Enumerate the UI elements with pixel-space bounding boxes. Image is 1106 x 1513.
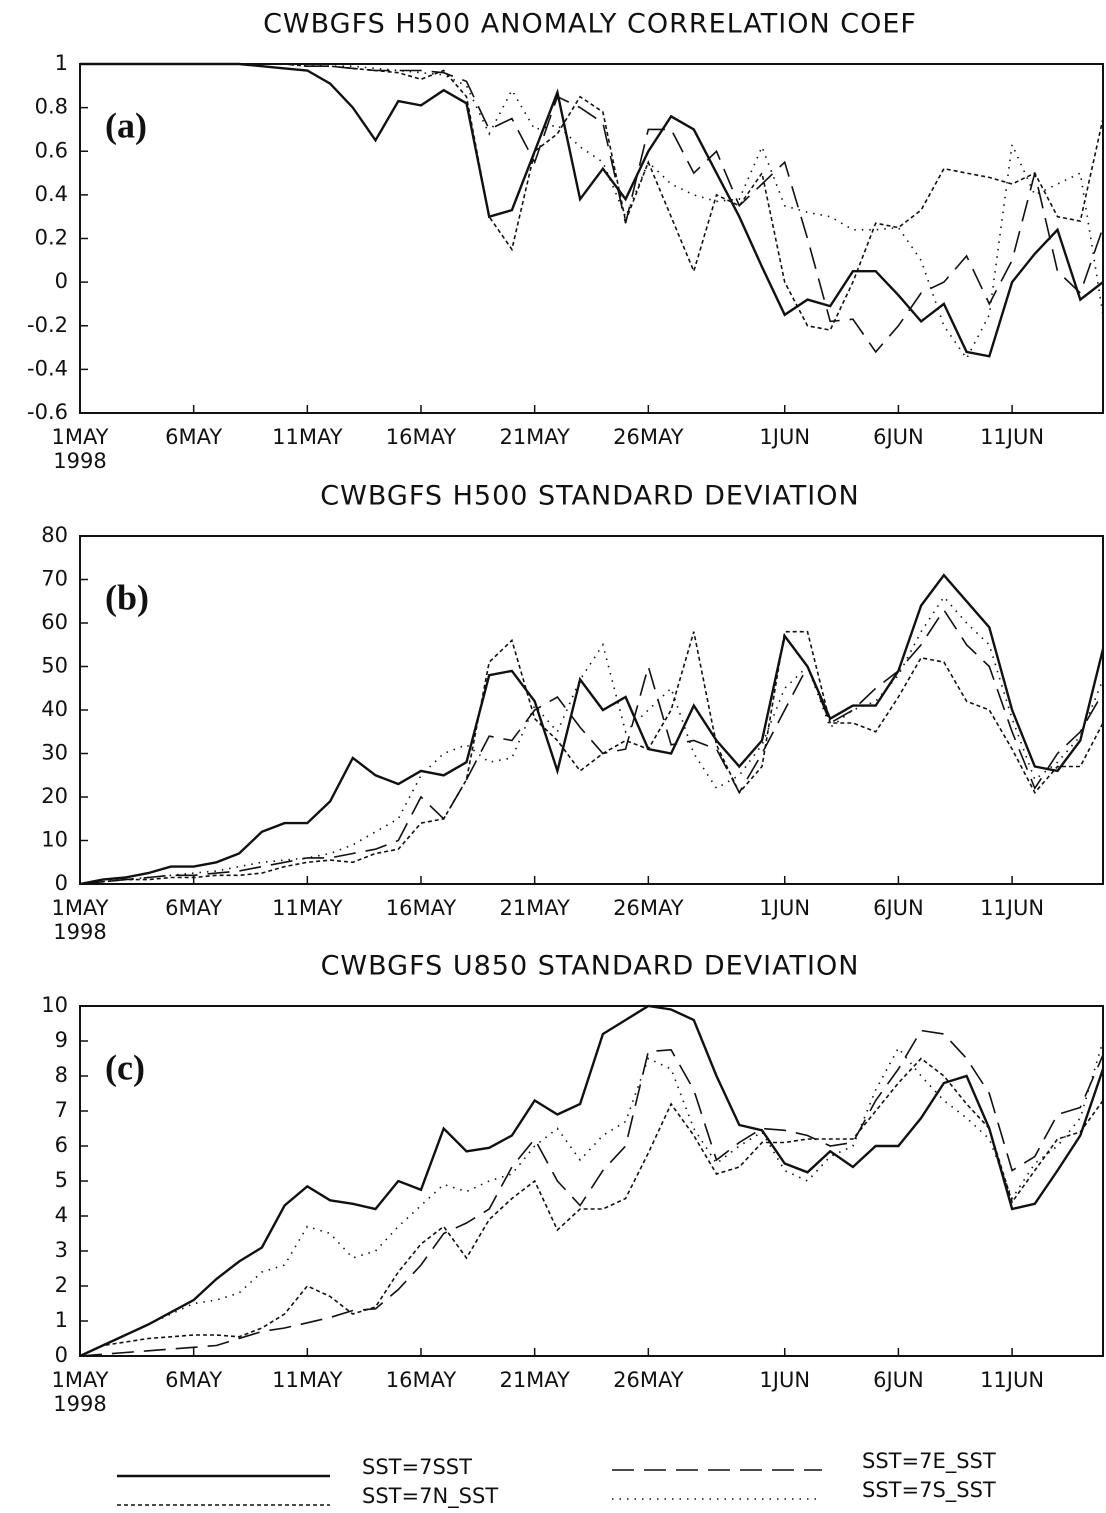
legend-label: SST=7S_SST bbox=[862, 1478, 996, 1503]
x-tick-label: 6JUN bbox=[873, 1368, 924, 1392]
x-tick-label: 1MAY bbox=[51, 425, 108, 449]
x-tick-label: 1MAY bbox=[51, 1368, 108, 1392]
y-tick-label: 0.8 bbox=[35, 95, 68, 119]
series-line bbox=[79, 630, 1104, 885]
y-tick-label: 60 bbox=[41, 610, 68, 634]
x-tick-label: 16MAY bbox=[386, 1368, 457, 1392]
x-tick-label: 21MAY bbox=[499, 425, 570, 449]
legend-label: SST=7SST bbox=[362, 1455, 472, 1479]
series-line bbox=[79, 1057, 1104, 1357]
x-tick-label: 6MAY bbox=[165, 425, 222, 449]
series-line bbox=[79, 1004, 1105, 1358]
y-tick-label: 8 bbox=[55, 1063, 68, 1087]
x-sublabel: 1998 bbox=[53, 920, 106, 944]
y-tick-label: 0.6 bbox=[35, 138, 68, 162]
y-tick-label: 9 bbox=[55, 1028, 68, 1052]
x-tick-label: 1MAY bbox=[51, 896, 108, 920]
x-tick-label: 1JUN bbox=[759, 1368, 810, 1392]
y-tick-label: 70 bbox=[41, 567, 68, 591]
plot-frame bbox=[79, 1005, 1104, 1357]
x-tick-label: 6JUN bbox=[873, 425, 924, 449]
y-tick-label: 3 bbox=[55, 1238, 68, 1262]
y-tick-label: 2 bbox=[55, 1273, 68, 1297]
y-tick-label: 10 bbox=[41, 828, 68, 852]
y-tick-label: 1 bbox=[55, 51, 68, 75]
series-line bbox=[79, 608, 1104, 885]
x-tick-label: 16MAY bbox=[386, 425, 457, 449]
x-tick-label: 11JUN bbox=[980, 425, 1044, 449]
series-line bbox=[80, 63, 1104, 354]
series-line bbox=[80, 63, 1104, 332]
panel-label: (c) bbox=[105, 1047, 145, 1087]
y-tick-label: 0 bbox=[55, 871, 68, 895]
y-tick-label: 0.4 bbox=[35, 182, 68, 206]
x-tick-label: 11MAY bbox=[272, 896, 343, 920]
x-tick-label: 11JUN bbox=[980, 1368, 1044, 1392]
y-tick-label: 7 bbox=[55, 1098, 68, 1122]
x-sublabel: 1998 bbox=[53, 449, 106, 473]
x-sublabel: 1998 bbox=[53, 1392, 106, 1416]
y-tick-label: 80 bbox=[41, 523, 68, 547]
y-tick-label: 0.2 bbox=[35, 226, 68, 250]
x-tick-label: 11JUN bbox=[980, 896, 1044, 920]
x-tick-label: 26MAY bbox=[613, 1368, 684, 1392]
x-tick-label: 6JUN bbox=[873, 896, 924, 920]
y-tick-label: -0.4 bbox=[27, 356, 68, 380]
x-tick-label: 21MAY bbox=[499, 896, 570, 920]
x-tick-label: 11MAY bbox=[272, 1368, 343, 1392]
legend-label: SST=7N_SST bbox=[362, 1484, 498, 1509]
y-tick-label: 6 bbox=[55, 1133, 68, 1157]
y-tick-label: 0 bbox=[55, 1343, 68, 1367]
x-tick-label: 11MAY bbox=[272, 425, 343, 449]
x-tick-label: 21MAY bbox=[499, 1368, 570, 1392]
y-tick-label: 50 bbox=[41, 654, 68, 678]
chart-title: CWBGFS H500 ANOMALY CORRELATION COEF bbox=[263, 9, 917, 40]
x-tick-label: 16MAY bbox=[386, 896, 457, 920]
y-tick-label: -0.6 bbox=[27, 400, 68, 424]
y-tick-label: 4 bbox=[55, 1203, 68, 1227]
x-tick-label: 26MAY bbox=[613, 425, 684, 449]
x-tick-label: 6MAY bbox=[165, 896, 222, 920]
chart-title: CWBGFS U850 STANDARD DEVIATION bbox=[321, 951, 860, 982]
series-line bbox=[79, 1040, 1104, 1357]
plot-frame bbox=[79, 535, 1104, 885]
y-tick-label: -0.2 bbox=[27, 313, 68, 337]
series-line bbox=[80, 62, 1104, 358]
y-tick-label: 20 bbox=[41, 784, 68, 808]
y-tick-label: 40 bbox=[41, 697, 68, 721]
series-line bbox=[79, 1029, 1104, 1357]
series-line bbox=[79, 573, 1105, 886]
legend-label: SST=7E_SST bbox=[862, 1449, 996, 1474]
chart-title: CWBGFS H500 STANDARD DEVIATION bbox=[320, 481, 859, 512]
y-tick-label: 5 bbox=[55, 1168, 68, 1192]
x-tick-label: 26MAY bbox=[613, 896, 684, 920]
panel-label: (b) bbox=[105, 577, 149, 617]
y-tick-label: 10 bbox=[41, 993, 68, 1017]
panel-label: (a) bbox=[105, 105, 147, 145]
y-tick-label: 1 bbox=[55, 1308, 68, 1332]
x-tick-label: 1JUN bbox=[759, 896, 810, 920]
y-tick-label: 0 bbox=[55, 269, 68, 293]
plot-frame bbox=[79, 63, 1104, 414]
x-tick-label: 6MAY bbox=[165, 1368, 222, 1392]
y-tick-label: 30 bbox=[41, 741, 68, 765]
x-tick-label: 1JUN bbox=[759, 425, 810, 449]
